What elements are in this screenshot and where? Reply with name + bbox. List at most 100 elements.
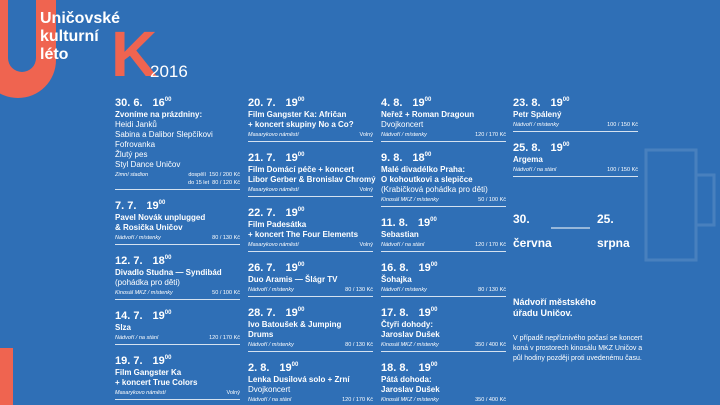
event-time: 19 [152,310,165,322]
event-title: Lenka Dusilová solo + Zrní [248,375,350,384]
event-title: Libor Gerber & Bronislav Chromý [248,175,376,184]
event-title: Šohajka [381,275,412,284]
price-line: 50 / 100 Kč [478,197,506,203]
event: 21. 7. 1900 Film Domácí péče + koncert Libo… [248,149,376,197]
event-minutes: 00 [297,262,305,268]
mug-outline [644,148,716,262]
event-place: Masarykovo náměstí [248,132,299,138]
event-footer: Kinosál MKZ / místenky 50 / 100 Kč [381,196,506,204]
venue: Nádvoří městského úřadu Uničov. [513,297,597,318]
event-place: Kinosál MKZ / místenky [381,342,439,348]
event: 9. 8. 1800 Malé divadélko Praha: O kohoutko… [381,149,506,207]
event-price: 120 / 170 Kč [209,334,240,342]
event-date-line: 30. 6. 1600 [115,94,240,110]
event-date-line: 9. 8. 1800 [381,149,506,165]
event-title: Zvoníme na prázdniny: [115,110,203,119]
event-price: dospělí 150 / 200 Kč do 15 let 80 / 120 K… [188,171,240,187]
event-title: Film Gangster Ka [115,368,182,377]
event-date-line: 12. 7. 1800 [115,252,240,268]
event-place: Zimní stadion [115,172,149,178]
event-place: Masarykovo náměstí [115,390,166,396]
event-price: 80 / 130 Kč [345,286,373,294]
event-minutes: 00 [297,307,305,313]
event-footer: Masarykovo náměstí Volný [115,389,240,397]
event-time: 18 [152,255,165,267]
event: 28. 7. 1900 Ivo Batoušek & Jumping Drums Nád… [248,304,373,352]
event: 23. 8. 1900 Petr Spálený Nádvoří / místenky… [513,94,638,132]
event-place: Kinosál MKZ / místenky [381,197,439,203]
event-price: 120 / 170 Kč [475,241,506,249]
event-title: Duo Aramis — Šlágr TV [248,275,338,284]
event-footer: Kinosál MKZ / místenky 350 / 400 Kč [381,396,506,404]
title-line: kulturní [40,28,99,45]
event-date-line: 4. 8. 1900 [381,94,506,110]
event-time: 19 [418,307,431,319]
event-footer: Nádvoří / na stání 120 / 170 Kč [381,241,506,249]
event-footer: Nádvoří / na stání 120 / 170 Kč [115,334,240,342]
price-line: dospělí 150 / 200 Kč [188,172,240,178]
event-title: Drums [248,330,274,339]
event-date: 22. 7. [248,207,276,219]
event-place: Nádvoří / na stání [381,242,425,248]
price-line: 80 / 130 Kč [345,342,373,348]
price-line: do 15 let 80 / 120 Kč [188,180,240,186]
event-time: 19 [417,217,431,229]
event-date-line: 23. 8. 1900 [513,94,638,110]
event-footer: Nádvoří / místenky 80 / 130 Kč [248,286,373,294]
event-title: Film Domácí péče + koncert [248,165,355,174]
weather-note: V případě nepříznivého počasí se koncert… [513,335,643,362]
event-minutes: 00 [291,362,299,368]
event-date-line: 2. 8. 1900 [248,359,373,375]
price-line: 350 / 400 Kč [475,342,506,348]
event-column: 4. 8. 1900 Neřež + Roman Dragoun Dvojkoncer… [381,94,506,405]
event-footer: Nádvoří / místenky 80 / 130 Kč [115,234,240,242]
event-footer: Nádvoří / na stání 120 / 170 Kč [248,396,373,404]
price-line: Volný [226,390,240,396]
event-date-line: 26. 7. 1900 [248,259,373,275]
event-minutes: 00 [430,362,438,368]
event-date: 19. 7. [115,355,143,367]
event-title: + koncert The Four Elements [248,230,359,239]
event-date: 4. 8. [381,97,403,109]
price-line: 80 / 130 Kč [345,287,373,293]
event-date: 20. 7. [248,97,276,109]
event-date: 28. 7. [248,307,276,319]
event-minutes: 00 [164,355,172,361]
event-place: Nádvoří / na stání [115,335,159,341]
event-date-line: 28. 7. 1900 [248,304,373,320]
event-line: (pohádka pro děti) [115,278,180,287]
event-footer: Nádvoří / místenky 120 / 170 Kč [381,131,506,139]
event-footer: Nádvoří / místenky 80 / 130 Kč [381,286,506,294]
event-place: Masarykovo náměstí [248,242,299,248]
event-minutes: 00 [297,97,305,103]
event-title: Argema [513,155,543,164]
event-minutes: 00 [297,207,305,213]
event-title: Jaroslav Dušek [381,330,440,339]
event-date-line: 22. 7. 1900 [248,204,373,220]
event-title: Film Gangster Ka: Afričan [248,110,347,119]
event-date-line: 18. 8. 1900 [381,359,506,375]
event-minutes: 00 [430,307,438,313]
event-footer: Nádvoří / místenky 100 / 150 Kč [513,121,638,129]
event-minutes: 00 [424,97,432,103]
event-title: + koncert skupiny No a Co? [248,120,354,129]
event-time: 18 [412,152,425,164]
event-footer: Zimní stadion dospělí 150 / 200 Kč do 15 l… [115,171,240,187]
event-price: Volný [360,186,373,194]
event-date-line: 20. 7. 1900 [248,94,373,110]
event: 11. 8. 1900 Sebastian Nádvoří / na stání 120… [381,214,506,252]
event-time: 19 [146,200,159,212]
event-price: 120 / 170 Kč [475,131,506,139]
event-date: 12. 7. [115,255,143,267]
event-date: 11. 8. [381,217,408,229]
logo-l-shape [0,348,13,405]
event-title: Malé divadélko Praha: [381,165,466,174]
event-title: Divadlo Studna — Syndibád [115,268,222,277]
event-footer: Nádvoří / místenky 80 / 130 Kč [248,341,373,349]
event-time: 16 [152,97,165,109]
price-line: 80 / 130 Kč [478,287,506,293]
event-minutes: 00 [297,152,305,158]
event-title: Film Padesátka [248,220,307,229]
